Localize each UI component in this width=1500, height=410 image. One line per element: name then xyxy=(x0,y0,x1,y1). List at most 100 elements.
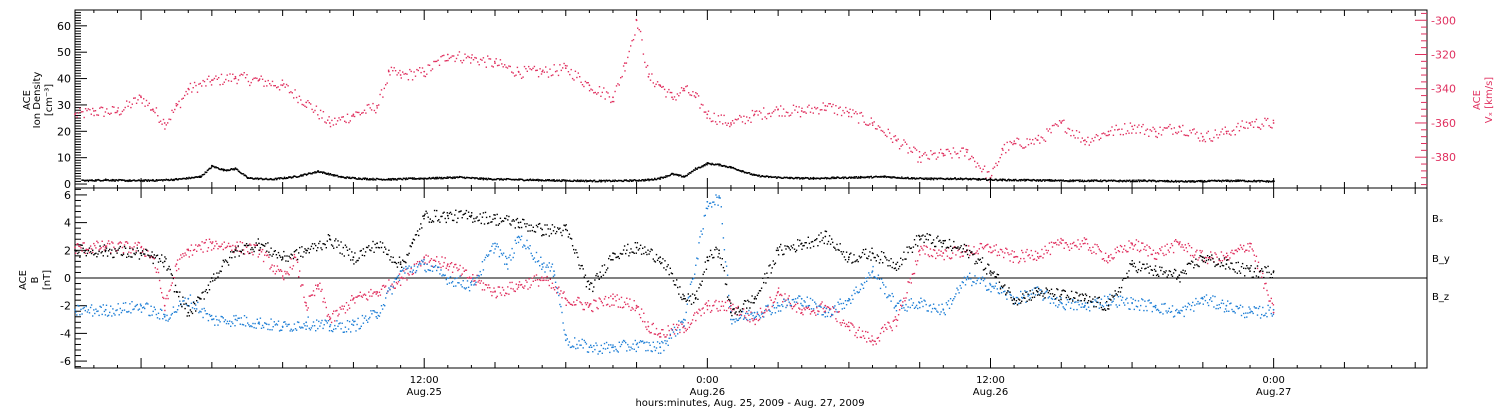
by-series-point xyxy=(423,263,426,266)
by-series-point xyxy=(1107,297,1110,300)
bx-series-point xyxy=(1201,256,1204,259)
velocity-series-point xyxy=(494,62,496,64)
bz-series-point xyxy=(175,263,178,266)
density-series-point xyxy=(199,175,202,178)
bz-series-point xyxy=(1178,242,1181,245)
bz-series xyxy=(74,237,1275,346)
density-series-point xyxy=(411,177,414,179)
velocity-series-points xyxy=(75,18,1275,183)
bx-series-point xyxy=(848,256,850,259)
density-series-point xyxy=(222,168,225,171)
bottom-tick-label: -4 xyxy=(60,327,71,340)
by-series-point xyxy=(718,196,720,199)
density-series-point xyxy=(741,170,744,172)
bottom-tick-label: 4 xyxy=(64,217,71,230)
by-series-point xyxy=(163,315,166,318)
density-series-point xyxy=(234,167,237,170)
bz-series-point xyxy=(635,304,638,307)
density-series-point xyxy=(1190,180,1192,182)
density-series-point xyxy=(1213,179,1216,182)
bx-series-point xyxy=(694,297,697,300)
top-right-tick-label: -320 xyxy=(1431,49,1456,62)
by-series-point xyxy=(281,325,284,328)
density-series-point xyxy=(340,175,343,178)
velocity-series-point xyxy=(234,75,237,78)
velocity-series-point xyxy=(848,111,850,114)
velocity-series-point xyxy=(612,96,614,99)
top-left-tick-label: 60 xyxy=(57,20,71,33)
by-series-point xyxy=(1178,311,1181,314)
bz-series-point xyxy=(895,318,897,321)
bz-series-point xyxy=(848,325,850,328)
bx-series-point xyxy=(966,249,968,252)
bottom-tick-label: -2 xyxy=(60,300,71,313)
x-tick-time-label: 0:00 xyxy=(1262,375,1284,386)
velocity-series-point xyxy=(152,108,154,111)
bz-series-point xyxy=(1225,256,1228,259)
velocity-series-point xyxy=(517,70,520,73)
by-series-point xyxy=(305,321,308,324)
by-series-point xyxy=(918,302,921,304)
top-right-axis-label-1: ACE xyxy=(1472,90,1483,110)
bx-series-point xyxy=(800,242,803,245)
velocity-series-point xyxy=(659,84,662,87)
velocity-series-point xyxy=(1013,142,1015,145)
by-series-point xyxy=(1225,304,1228,307)
x-tick-date-label: Aug.26 xyxy=(690,387,725,398)
top-panel-frame xyxy=(74,9,1428,189)
x-tick-date-label: Aug.25 xyxy=(406,387,441,398)
bz-series-point xyxy=(659,332,662,335)
bz-series-points xyxy=(75,237,1275,346)
bx-series-point xyxy=(541,228,544,231)
velocity-series-point xyxy=(871,122,874,124)
bz-series-point xyxy=(305,304,308,307)
top-left-axis-label-1: ACE xyxy=(22,90,33,110)
top-left-tick-label: 10 xyxy=(57,152,71,165)
bx-series-point xyxy=(140,252,143,255)
velocity-series-point xyxy=(1131,125,1133,128)
bx-series-point xyxy=(74,249,76,252)
density-series-point xyxy=(682,175,685,178)
bz-series-point xyxy=(211,242,213,245)
velocity-series-point xyxy=(706,113,709,116)
top-right-tick-label: -340 xyxy=(1431,83,1456,96)
bx-series-point xyxy=(376,242,378,245)
bz-series-point xyxy=(234,245,237,248)
density-series-point xyxy=(1072,179,1074,182)
x-axis: 12:00Aug.250:00Aug.2612:00Aug.260:00Aug.… xyxy=(93,10,1416,398)
bz-series-point xyxy=(399,277,402,279)
bz-series-point xyxy=(541,277,544,279)
bx-series-point xyxy=(211,277,213,279)
density-series-point xyxy=(458,175,461,178)
bz-series-point xyxy=(163,304,166,307)
bx-series-point xyxy=(635,246,638,249)
density-series-point xyxy=(1119,179,1122,182)
density-series-point xyxy=(1001,178,1004,181)
velocity-series-point xyxy=(777,108,779,111)
bx-series-point xyxy=(411,242,414,245)
density-series-point xyxy=(505,177,508,180)
by-series-point xyxy=(234,318,237,321)
x-axis-label: hours:minutes, Aug. 25, 2009 - Aug. 27, … xyxy=(635,398,864,409)
density-series-point xyxy=(647,178,650,181)
bx-series-point xyxy=(682,297,685,300)
bx-series-point xyxy=(718,249,720,252)
velocity-series-point xyxy=(116,110,119,112)
velocity-series-point xyxy=(1249,122,1251,124)
density-series-point xyxy=(836,176,838,179)
bx-series-point xyxy=(942,242,945,245)
top-right-tick-label: -380 xyxy=(1431,151,1456,164)
density-series-point xyxy=(211,164,213,167)
by-series-point xyxy=(352,324,355,326)
by-series xyxy=(74,194,1275,355)
density-series-point xyxy=(671,172,673,175)
velocity-series-point xyxy=(895,139,897,142)
density-series-point xyxy=(387,177,390,180)
velocity-series-point xyxy=(387,70,390,73)
bz-series-point xyxy=(74,246,76,249)
by-series-point xyxy=(564,339,567,342)
bz-series-point xyxy=(1131,242,1133,245)
by-series-point xyxy=(966,277,968,279)
by-series-point xyxy=(258,321,260,324)
velocity-series-point xyxy=(74,113,76,116)
